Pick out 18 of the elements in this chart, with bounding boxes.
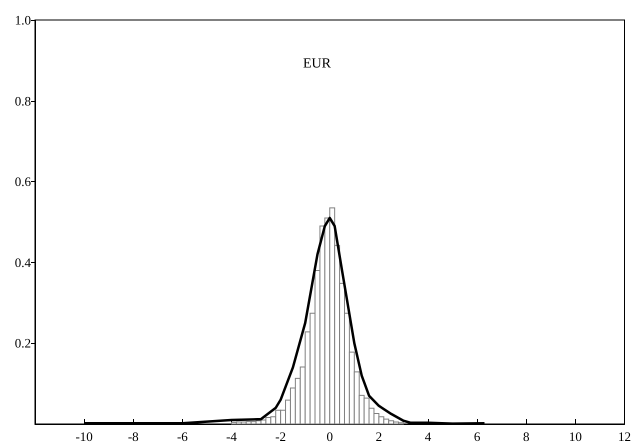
x-tick-label: 2 — [376, 429, 382, 444]
y-tick-label: 0.8 — [14, 93, 31, 108]
text: EUR — [303, 56, 332, 72]
y-tick-label: 0.2 — [14, 336, 31, 351]
x-tick-label: -10 — [75, 429, 93, 444]
x-tick-label: 4 — [424, 429, 432, 444]
x-tick-label: -2 — [275, 429, 286, 444]
y-tick-label: 0.6 — [14, 174, 32, 190]
x-tick-label: 6 — [474, 429, 481, 444]
x-tick-label: 10 — [568, 429, 582, 444]
x-tick-label: -4 — [226, 429, 238, 444]
x-tick-label: 12 — [618, 429, 631, 444]
y-tick-label: 0.4 — [14, 254, 32, 270]
x-tick-label: -6 — [176, 429, 188, 444]
x-tick-label: 8 — [523, 429, 530, 444]
x-tick-label: -8 — [128, 429, 139, 444]
y-tick-label: 1.0 — [14, 12, 31, 28]
x-tick-label: 0 — [326, 429, 333, 444]
